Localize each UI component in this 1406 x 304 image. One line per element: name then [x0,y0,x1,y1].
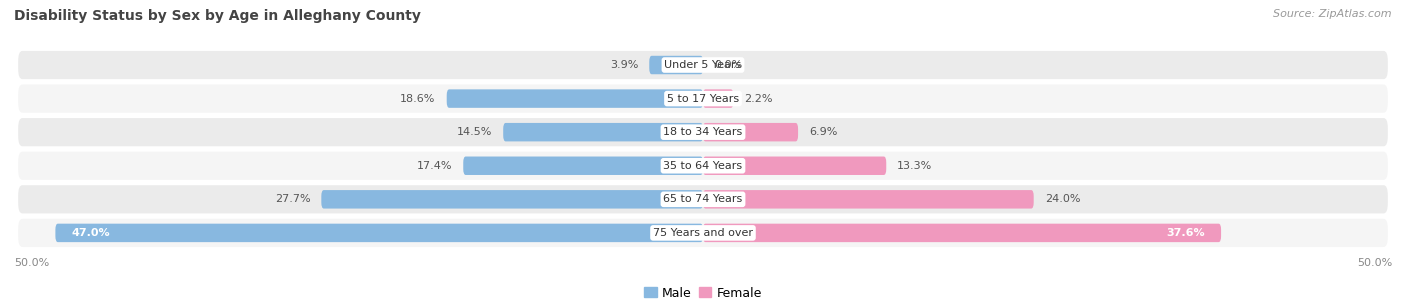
FancyBboxPatch shape [447,89,703,108]
FancyBboxPatch shape [18,118,1388,146]
FancyBboxPatch shape [703,89,734,108]
Text: 65 to 74 Years: 65 to 74 Years [664,194,742,204]
Text: Disability Status by Sex by Age in Alleghany County: Disability Status by Sex by Age in Alleg… [14,9,420,23]
FancyBboxPatch shape [18,152,1388,180]
Text: 0.0%: 0.0% [714,60,742,70]
Text: 37.6%: 37.6% [1166,228,1205,238]
Text: Under 5 Years: Under 5 Years [665,60,741,70]
FancyBboxPatch shape [322,190,703,209]
Text: 5 to 17 Years: 5 to 17 Years [666,94,740,104]
Text: 3.9%: 3.9% [610,60,638,70]
Text: 75 Years and over: 75 Years and over [652,228,754,238]
Text: 50.0%: 50.0% [14,258,49,268]
Text: 50.0%: 50.0% [1357,258,1392,268]
Text: 47.0%: 47.0% [72,228,111,238]
Legend: Male, Female: Male, Female [640,282,766,304]
Text: 2.2%: 2.2% [744,94,773,104]
FancyBboxPatch shape [703,157,886,175]
Text: 17.4%: 17.4% [416,161,453,171]
Text: 18 to 34 Years: 18 to 34 Years [664,127,742,137]
Text: 35 to 64 Years: 35 to 64 Years [664,161,742,171]
FancyBboxPatch shape [55,224,703,242]
FancyBboxPatch shape [503,123,703,141]
Text: Source: ZipAtlas.com: Source: ZipAtlas.com [1274,9,1392,19]
Text: 14.5%: 14.5% [457,127,492,137]
Text: 13.3%: 13.3% [897,161,932,171]
FancyBboxPatch shape [18,219,1388,247]
FancyBboxPatch shape [18,85,1388,113]
FancyBboxPatch shape [650,56,703,74]
FancyBboxPatch shape [463,157,703,175]
FancyBboxPatch shape [703,190,1033,209]
FancyBboxPatch shape [703,224,1220,242]
Text: 18.6%: 18.6% [401,94,436,104]
FancyBboxPatch shape [703,123,799,141]
FancyBboxPatch shape [18,51,1388,79]
FancyBboxPatch shape [18,185,1388,213]
Text: 6.9%: 6.9% [808,127,838,137]
Text: 24.0%: 24.0% [1045,194,1080,204]
Text: 27.7%: 27.7% [274,194,311,204]
